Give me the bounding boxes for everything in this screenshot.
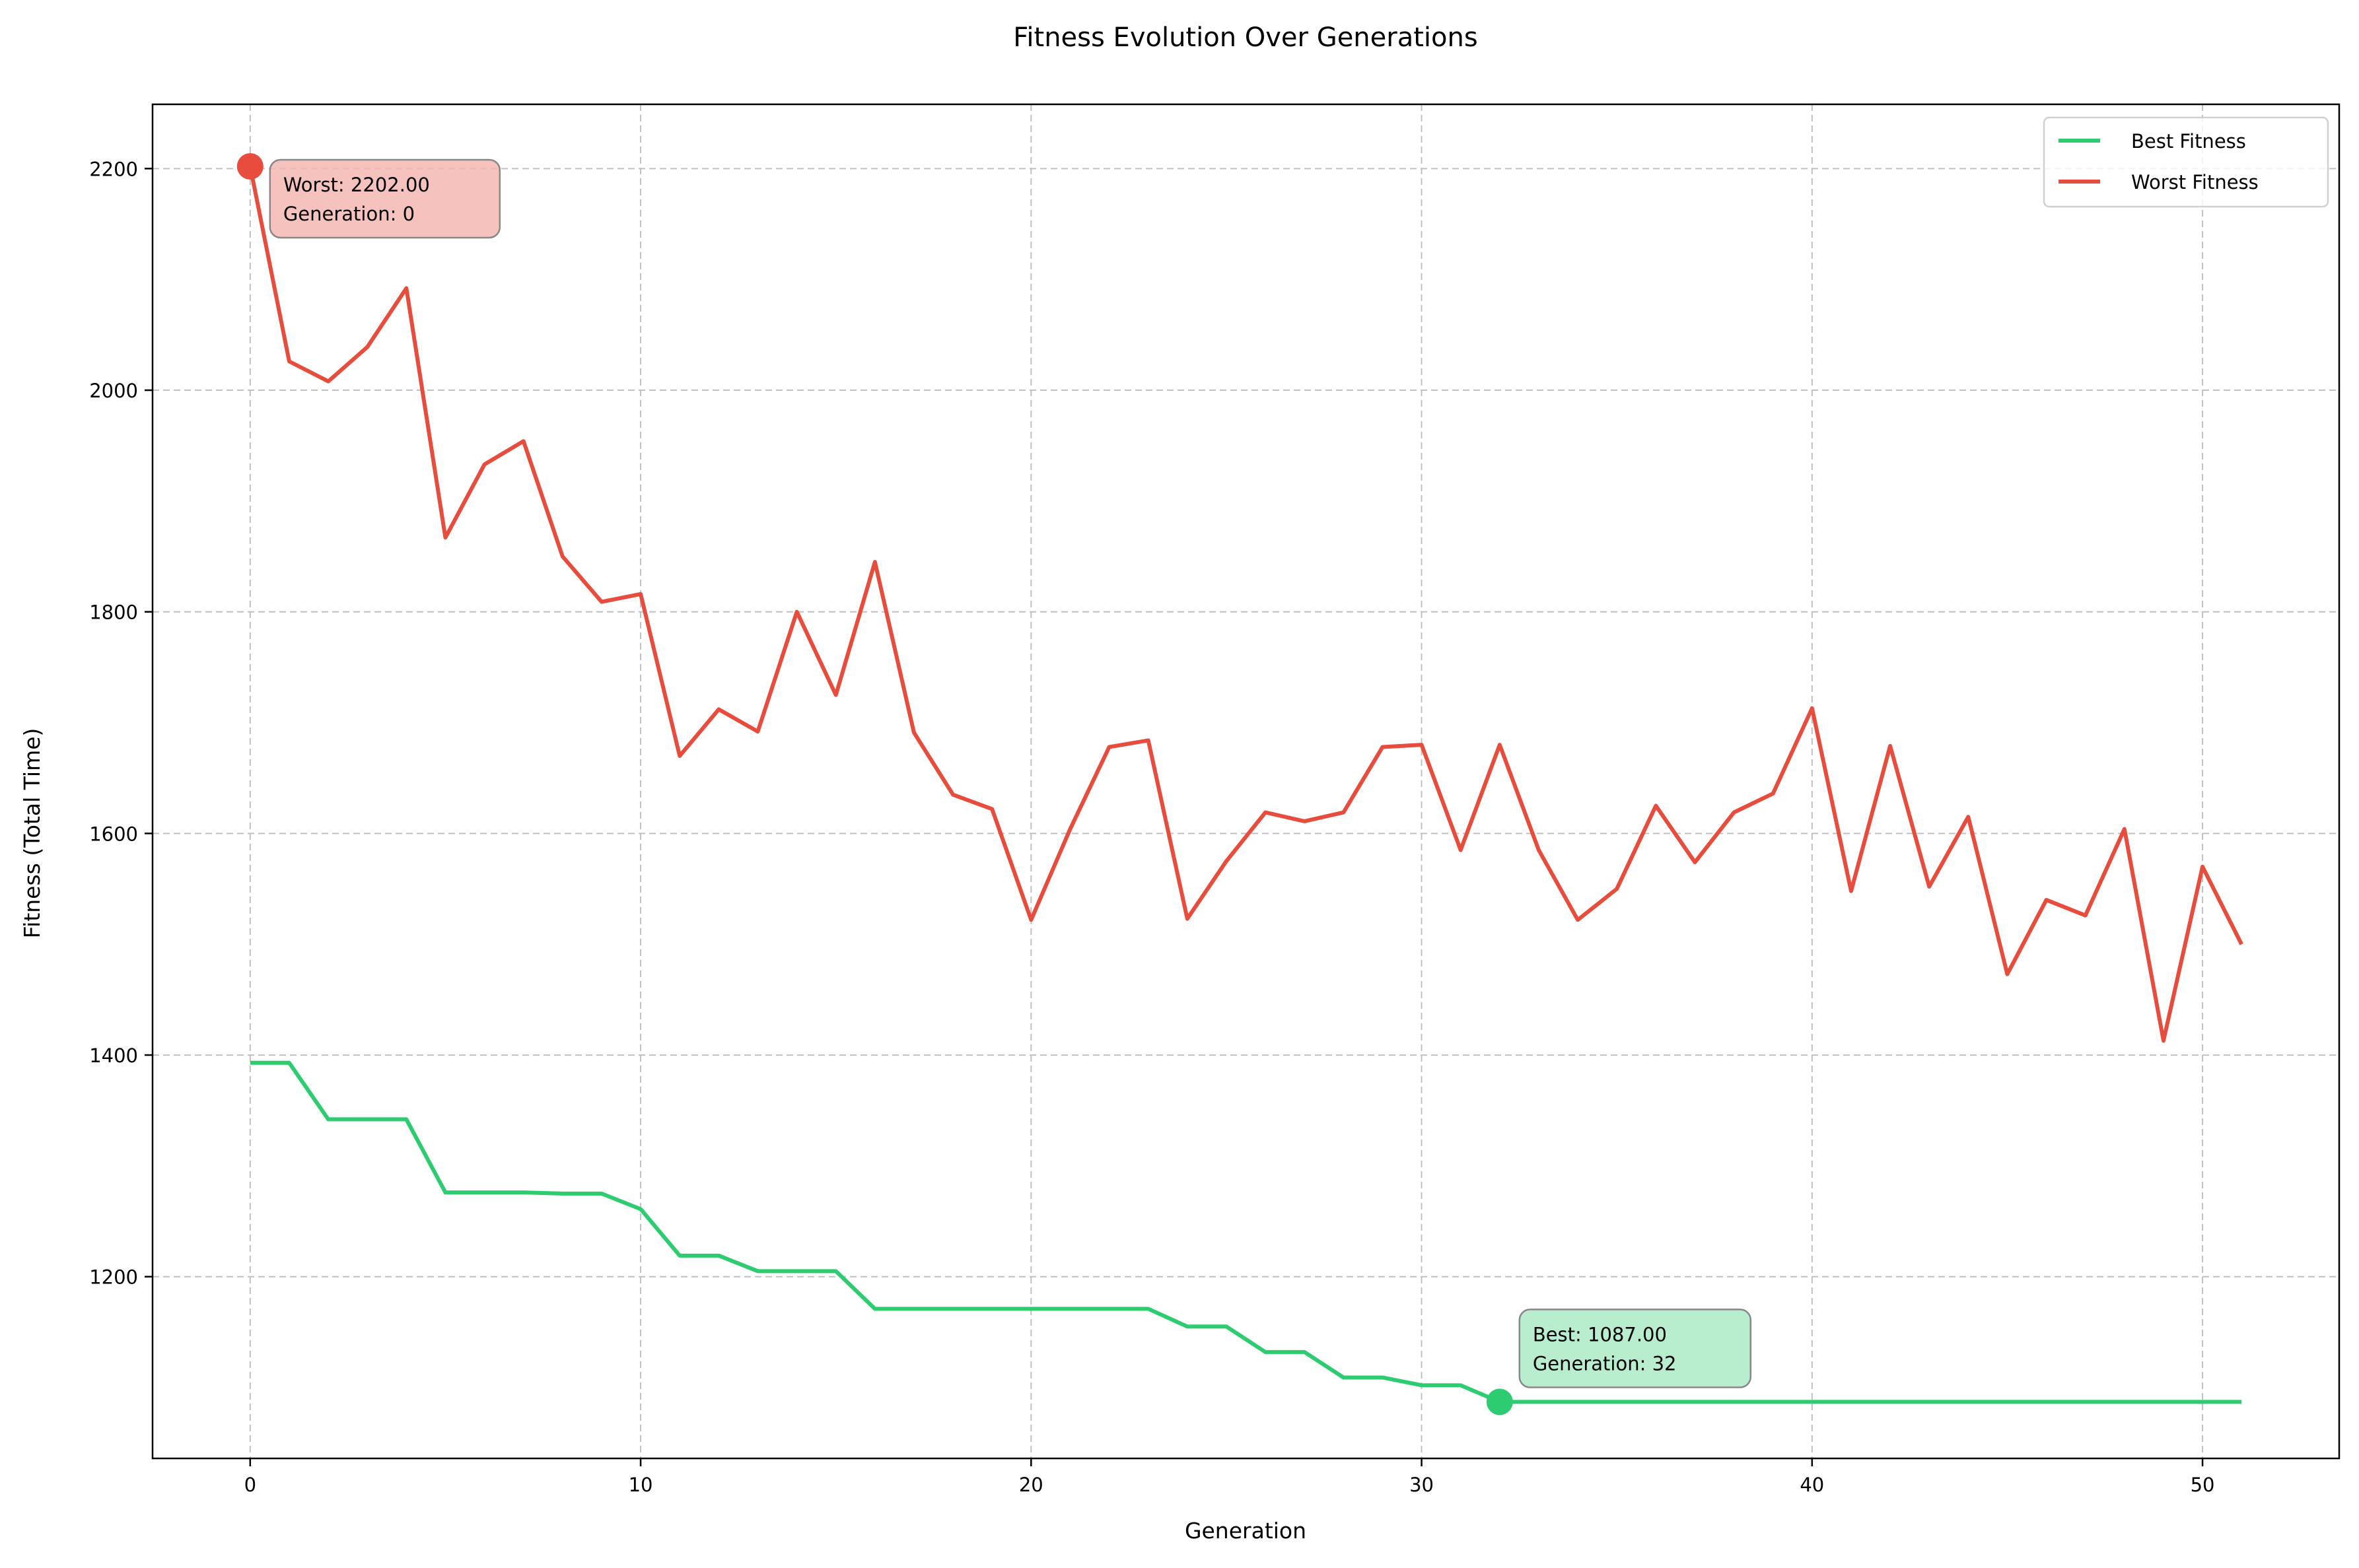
worst-marker <box>236 153 264 180</box>
x-tick-label: 20 <box>1019 1474 1043 1496</box>
worst-fitness-line <box>248 166 2243 1043</box>
x-tick-label: 50 <box>2191 1474 2215 1496</box>
y-tick-label: 2200 <box>89 158 138 180</box>
y-tick-label: 1800 <box>89 601 138 624</box>
y-axis-label: Fitness (Total Time) <box>19 728 45 939</box>
x-tick-label: 40 <box>1800 1474 1824 1496</box>
annotations: Worst: 2202.00 Generation: 0 Best: 1087.00… <box>236 153 1752 1415</box>
worst-annotation-box <box>269 158 501 239</box>
x-tick-label: 10 <box>629 1474 653 1496</box>
x-tick-label: 0 <box>244 1474 256 1496</box>
legend-box <box>2043 116 2329 208</box>
axes: 0 10 20 30 40 50 1200 1400 1600 1800 2000 2200 <box>89 103 2341 1496</box>
best-annotation-generation: Generation: 32 <box>1533 1352 1677 1375</box>
x-tick-label: 30 <box>1409 1474 1434 1496</box>
y-tick-label: 1600 <box>89 823 138 845</box>
legend-label-worst: Worst Fitness <box>2131 171 2259 193</box>
legend-label-best: Best Fitness <box>2131 130 2246 153</box>
best-annotation-value: Best: 1087.00 <box>1533 1323 1667 1346</box>
y-tick-label: 2000 <box>89 380 138 402</box>
series-lines <box>248 166 2243 1404</box>
y-tick-label: 1200 <box>89 1266 138 1289</box>
plot-frame <box>151 103 2341 1460</box>
worst-annotation-generation: Generation: 0 <box>283 203 415 225</box>
best-marker <box>1486 1388 1513 1415</box>
grid <box>153 104 2339 1458</box>
best-fitness-line <box>250 1060 2242 1404</box>
worst-annotation-value: Worst: 2202.00 <box>283 174 430 196</box>
x-axis-label: Generation <box>1185 1518 1306 1544</box>
best-annotation-box <box>1518 1309 1752 1388</box>
chart-title: Fitness Evolution Over Generations <box>1013 22 1477 53</box>
y-tick-label: 1400 <box>89 1044 138 1067</box>
legend: Best Fitness Worst Fitness <box>2043 116 2329 208</box>
